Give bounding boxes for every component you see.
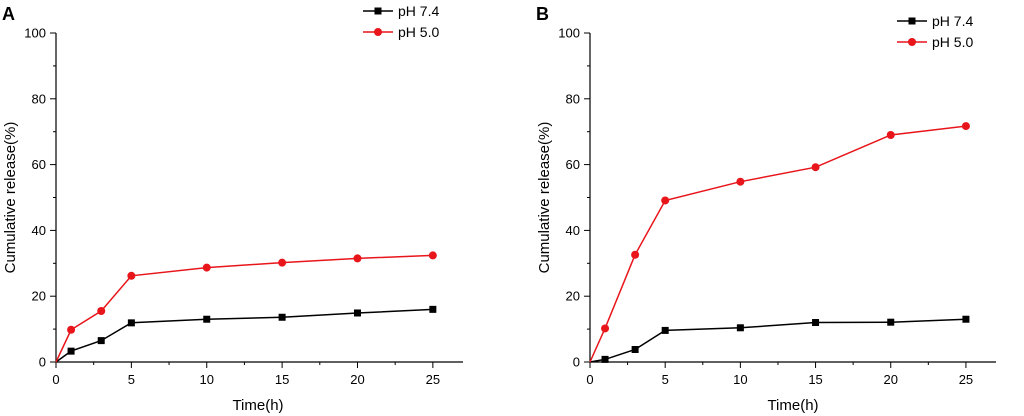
legend-marker-square [374,7,382,15]
data-point-square [631,345,639,353]
panel-b: B 0 5 10 15 20 25 0 20 40 60 80 100 Time(h) Cumulative… [536,4,996,414]
x-tick-label: 15 [808,372,822,387]
x-axis-title: Time(h) [767,397,818,414]
panel-letter: B [536,4,549,24]
data-point-square [203,315,211,323]
x-tick-label: 10 [200,372,214,387]
data-point-circle [353,254,362,263]
legend-label: pH 7.4 [932,13,973,29]
data-point-square [353,309,361,317]
data-point-square [278,313,286,321]
y-tick-label: 20 [566,289,580,304]
data-point-square [67,347,75,355]
data-point-circle [961,122,970,131]
y-tick-label: 0 [39,355,46,370]
data-point-circle [661,196,670,205]
x-tick-label: 25 [959,372,973,387]
legend-label: pH 5.0 [932,34,973,50]
data-point-square [661,326,669,334]
data-point-square [887,318,895,326]
y-axis-title: Cumulative release(%) [536,122,553,274]
series-line-ph-7_4 [55,308,433,363]
data-point-circle [428,251,437,260]
x-tick-label: 20 [350,372,364,387]
panel-a: A 0 5 10 15 20 25 0 20 40 60 80 100 Time(h) Cumulative… [2,3,463,414]
panel-letter: A [2,4,15,24]
data-point-square [97,337,105,345]
data-point-circle [631,250,640,259]
data-point-circle [67,325,76,334]
data-point-square [127,319,135,327]
x-tick-label: 0 [52,372,59,387]
legend-label: pH 5.0 [398,24,439,40]
y-tick-label: 20 [32,289,46,304]
x-tick-label: 5 [662,372,669,387]
data-point-square [962,315,970,323]
x-tick-label: 5 [128,372,135,387]
series-line-ph-7_4 [589,318,966,363]
data-point-circle [736,177,745,186]
y-axis-title: Cumulative release(%) [2,122,19,274]
x-axis-title: Time(h) [232,397,283,414]
legend-marker-circle [908,38,916,46]
x-tick-label: 20 [884,372,898,387]
data-point-circle [601,324,610,333]
y-tick-label: 40 [566,223,580,238]
data-point-circle [202,263,211,272]
x-tick-label: 25 [426,372,440,387]
data-point-square [812,319,820,327]
legend-marker-square [908,17,916,25]
y-tick-label: 100 [558,26,580,41]
data-point-circle [886,130,895,139]
series-line-ph-5_0 [589,125,966,363]
y-tick-label: 80 [566,91,580,106]
data-point-square [429,305,437,313]
y-tick-label: 0 [573,355,580,370]
y-tick-label: 60 [566,157,580,172]
y-tick-label: 100 [24,26,46,41]
y-tick-label: 80 [32,91,46,106]
data-point-circle [278,258,287,267]
series-line-ph-5_0 [55,254,433,363]
data-point-circle [811,163,820,172]
legend-marker-circle [374,28,382,36]
data-point-square [601,355,609,363]
x-tick-label: 0 [586,372,593,387]
legend-label: pH 7.4 [398,3,439,19]
y-tick-label: 60 [32,157,46,172]
data-point-circle [97,307,106,316]
data-point-circle [127,271,136,280]
x-tick-label: 10 [733,372,747,387]
x-tick-label: 15 [275,372,289,387]
data-point-square [736,324,744,332]
y-tick-label: 40 [32,223,46,238]
